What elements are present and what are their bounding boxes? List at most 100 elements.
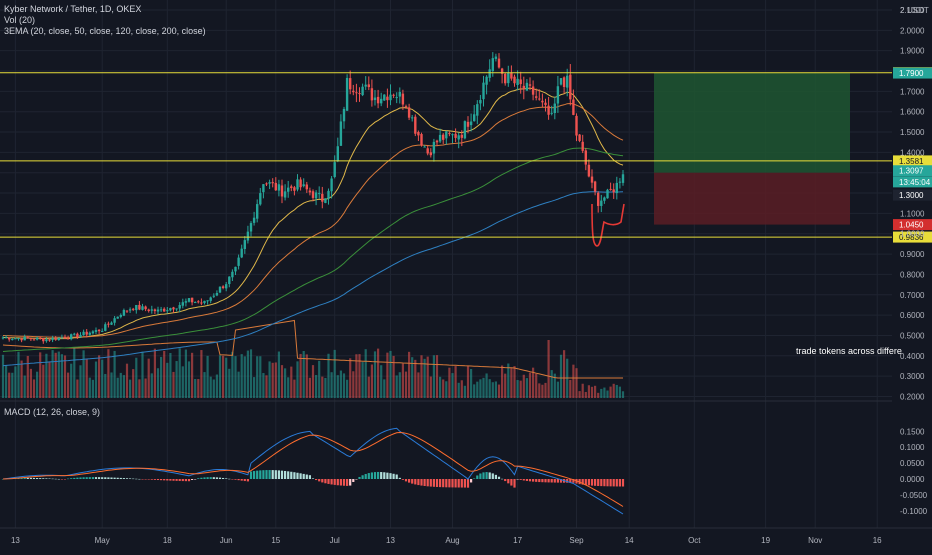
volume-bar — [476, 381, 479, 398]
macd-histogram-bar — [94, 477, 98, 479]
candle-body — [259, 193, 262, 205]
candle-body — [488, 69, 491, 78]
macd-histogram-bar — [45, 478, 48, 479]
candle-body — [445, 131, 448, 139]
volume-bar — [333, 349, 336, 398]
macd-histogram-bar — [516, 479, 519, 480]
candle-body — [45, 339, 48, 342]
macd-histogram-bar — [150, 479, 153, 480]
candle-body — [209, 297, 212, 301]
volume-bar — [451, 373, 454, 398]
price-tick-label: 1.5000 — [900, 128, 925, 137]
macd-histogram-bar — [63, 479, 67, 480]
macd-histogram-bar — [442, 479, 445, 488]
candle-body — [395, 97, 398, 99]
volume-bar — [262, 373, 265, 398]
macd-histogram-bar — [212, 477, 215, 479]
volume-bar — [473, 384, 476, 398]
macd-histogram-bar — [532, 479, 535, 482]
volume-bar — [528, 372, 532, 398]
macd-histogram-bar — [463, 479, 466, 488]
candle-body — [271, 182, 274, 184]
volume-bar — [383, 379, 386, 398]
macd-histogram-bar — [57, 478, 60, 480]
volume-bar — [544, 382, 547, 398]
volume-bar — [491, 382, 494, 398]
candle-body — [125, 310, 129, 312]
macd-histogram-bar — [246, 479, 249, 482]
volume-bar — [439, 376, 442, 398]
macd-histogram-bar — [618, 479, 621, 487]
volume-bar — [494, 381, 497, 398]
signal-line — [2, 431, 624, 507]
macd-histogram-bar — [386, 472, 389, 479]
candle-body — [290, 186, 293, 189]
candle-body — [525, 82, 529, 91]
candle-body — [299, 179, 302, 188]
candle-body — [469, 121, 473, 126]
candle-body — [358, 93, 361, 95]
candle-body — [8, 337, 11, 340]
volume-bar — [538, 383, 541, 398]
macd-histogram-bar — [76, 477, 79, 479]
price-tag-label: 1.0450 — [899, 221, 924, 230]
macd-histogram-bar — [479, 473, 482, 479]
candle-body — [39, 338, 42, 340]
macd-histogram-bar — [553, 479, 556, 483]
candle-body — [321, 193, 324, 202]
volume-bar — [556, 381, 559, 398]
price-tick-label: 0.6000 — [900, 311, 925, 320]
macd-histogram-bar — [163, 479, 166, 481]
candle-body — [454, 133, 457, 138]
macd-histogram-bar — [194, 479, 197, 480]
volume-bar — [175, 361, 178, 398]
macd-histogram-bar — [398, 477, 401, 479]
candle-body — [225, 284, 228, 289]
macd-histogram-bar — [206, 477, 209, 479]
macd-histogram-bar — [414, 479, 417, 485]
volume-bar — [29, 368, 32, 398]
macd-histogram-bar — [476, 475, 479, 479]
candle-body — [324, 198, 327, 203]
macd-histogram-bar — [497, 476, 501, 479]
time-tick-label: Aug — [445, 536, 459, 545]
candle-body — [349, 78, 352, 90]
volume-bar — [91, 379, 94, 398]
volume-bar — [116, 377, 119, 398]
macd-histogram-bar — [237, 479, 240, 481]
volume-bar — [271, 362, 274, 398]
macd-histogram-bar — [550, 479, 553, 483]
volume-bar — [256, 356, 259, 398]
volume-bar — [346, 379, 349, 398]
macd-histogram-bar — [454, 479, 457, 488]
candle-body — [417, 132, 420, 136]
macd-histogram-bar — [460, 479, 463, 488]
volume-bar — [535, 373, 538, 398]
macd-histogram-bar — [445, 479, 448, 488]
volume-bar — [169, 353, 172, 398]
macd-histogram-bar — [277, 470, 280, 479]
macd-histogram-bar — [411, 479, 414, 484]
volume-bar — [212, 379, 215, 398]
macd-histogram-bar — [522, 479, 525, 481]
volume-bar — [20, 360, 23, 398]
volume-bar — [597, 392, 600, 398]
macd-histogram-bar — [311, 478, 315, 479]
candle-body — [200, 302, 203, 304]
volume-bar — [578, 391, 581, 398]
macd-histogram-bar — [184, 479, 187, 482]
macd-histogram-bar — [572, 479, 575, 483]
candle-body — [603, 197, 606, 201]
candle-body — [231, 271, 234, 278]
macd-histogram-bar — [215, 477, 218, 479]
candle-body — [221, 286, 225, 288]
candle-body — [609, 188, 612, 190]
candle-body — [615, 182, 618, 194]
volume-bar — [85, 358, 88, 398]
volume-bar — [277, 351, 280, 398]
macd-histogram-bar — [423, 479, 426, 487]
volume-bar — [274, 362, 277, 398]
macd-histogram-bar — [380, 472, 383, 479]
